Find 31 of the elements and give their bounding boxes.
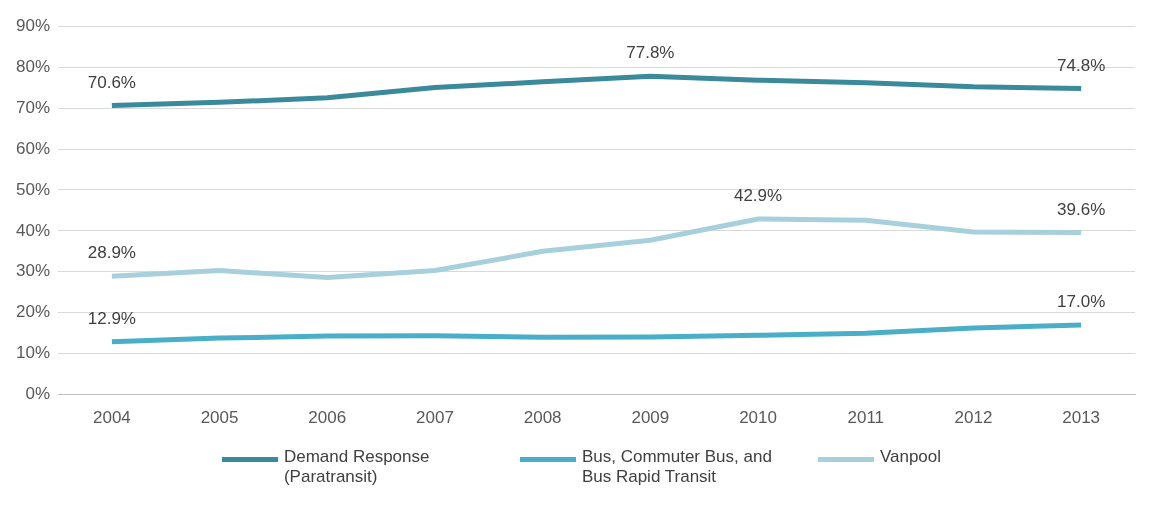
y-tick-label: 0% bbox=[25, 384, 51, 404]
data-label: 70.6% bbox=[87, 72, 136, 92]
x-tick-label: 2008 bbox=[523, 408, 562, 428]
x-tick-label: 2013 bbox=[1062, 408, 1101, 428]
x-tick-label: 2007 bbox=[416, 408, 454, 428]
y-tick-label: 70% bbox=[15, 97, 51, 117]
y-tick-label: 90% bbox=[15, 15, 51, 35]
legend-label: Vanpool bbox=[879, 447, 942, 467]
legend-label: Bus, Commuter Bus, and Bus Rapid Transit bbox=[581, 447, 773, 487]
legend-label: Demand Response (Paratransit) bbox=[283, 447, 431, 487]
data-label: 28.9% bbox=[87, 243, 136, 263]
data-label: 74.8% bbox=[1057, 55, 1106, 75]
x-tick-label: 2009 bbox=[631, 408, 670, 428]
data-label: 17.0% bbox=[1057, 292, 1106, 312]
y-tick-label: 20% bbox=[15, 302, 51, 322]
x-tick-label: 2011 bbox=[847, 408, 885, 428]
data-label: 42.9% bbox=[733, 186, 783, 206]
y-tick-label: 10% bbox=[15, 343, 51, 363]
y-tick-label: 30% bbox=[15, 261, 51, 281]
x-tick-label: 2006 bbox=[308, 408, 347, 428]
y-tick-label: 40% bbox=[15, 220, 51, 240]
x-tick-label: 2012 bbox=[954, 408, 993, 428]
data-label: 77.8% bbox=[626, 43, 675, 63]
x-tick-label: 2005 bbox=[200, 408, 239, 428]
y-tick-label: 50% bbox=[15, 179, 51, 199]
data-label: 12.9% bbox=[87, 308, 136, 328]
x-tick-label: 2004 bbox=[92, 408, 131, 428]
y-tick-label: 80% bbox=[15, 56, 51, 76]
x-tick-label: 2010 bbox=[739, 408, 777, 428]
data-label: 39.6% bbox=[1057, 199, 1106, 219]
y-tick-label: 60% bbox=[15, 138, 51, 158]
